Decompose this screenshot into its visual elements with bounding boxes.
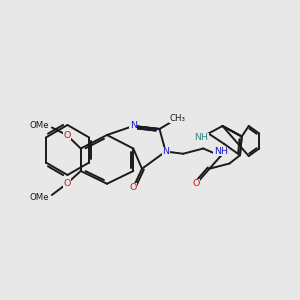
Text: OMe: OMe	[30, 121, 50, 130]
Text: OMe: OMe	[30, 193, 50, 202]
Text: N: N	[130, 122, 137, 130]
Text: NH: NH	[214, 147, 228, 156]
Text: O: O	[63, 130, 70, 140]
Text: NH: NH	[194, 134, 208, 142]
Text: O: O	[63, 179, 70, 188]
Text: N: N	[162, 147, 169, 156]
Text: CH₃: CH₃	[169, 114, 185, 123]
Text: O: O	[193, 179, 200, 188]
Text: O: O	[130, 183, 137, 192]
